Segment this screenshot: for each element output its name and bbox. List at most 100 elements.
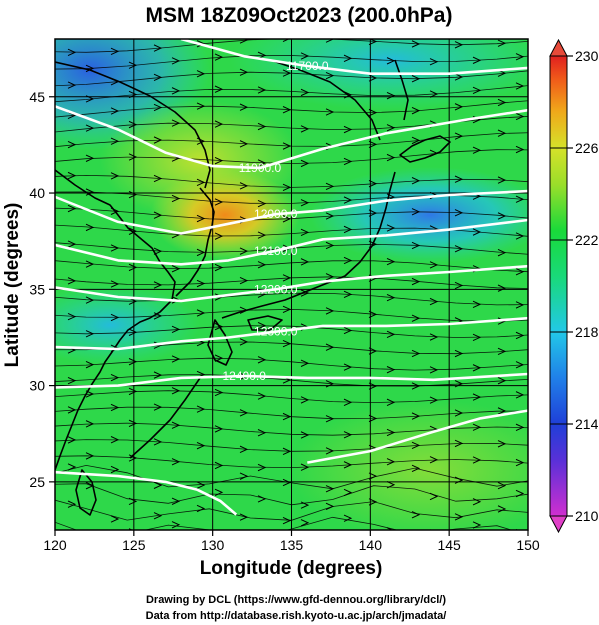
contour-line (55, 105, 528, 170)
streamline-arrow (429, 261, 439, 269)
streamline-arrow (497, 249, 507, 257)
streamline-arrow (515, 489, 525, 498)
streamline-arrow (214, 157, 224, 165)
streamline-arrow (515, 268, 525, 276)
streamline-arrow (128, 153, 138, 161)
streamline-arrow (282, 183, 292, 191)
streamline-arrow (454, 380, 464, 388)
streamline-arrow (257, 51, 267, 59)
streamline-arrow (429, 333, 439, 341)
streamline-arrow (85, 330, 95, 338)
streamline-arrow (128, 190, 138, 199)
streamline (55, 292, 528, 306)
streamline-arrow (325, 212, 335, 220)
contour-label: 12200.0 (254, 282, 298, 296)
streamline-arrow (411, 75, 421, 83)
streamline-arrow (85, 223, 95, 232)
streamline-arrow (325, 108, 335, 116)
contour-line (55, 218, 528, 266)
streamline-arrow (171, 421, 181, 429)
contour-line (180, 39, 528, 75)
streamline-arrow (300, 289, 310, 297)
coastline-kyushu (207, 319, 233, 366)
streamline-arrow (386, 153, 396, 162)
streamline-arrow (85, 95, 95, 103)
streamline-arrow (454, 245, 464, 253)
streamline-arrow (472, 521, 482, 529)
streamline-arrow (110, 515, 120, 523)
contour-line (307, 409, 528, 464)
streamline-arrow (110, 137, 120, 145)
streamline-arrow (386, 224, 396, 232)
y-tick-label: 40 (29, 185, 45, 201)
streamline-arrow (411, 277, 421, 286)
contour-line (55, 189, 528, 235)
colorbar-tick-label: 226 (575, 140, 599, 156)
streamline-arrow (368, 472, 378, 480)
streamline-arrow (282, 447, 292, 455)
streamline-arrow (67, 171, 77, 180)
streamline-arrow (411, 177, 421, 185)
streamline-arrow (386, 257, 396, 266)
streamline-arrow (257, 429, 267, 437)
streamline-arrow (368, 140, 378, 149)
coastline-manchuria (55, 61, 211, 189)
streamline-arrow (128, 61, 138, 69)
streamline-arrow (325, 71, 335, 80)
x-tick-label: 125 (122, 537, 146, 553)
streamline-arrow (196, 309, 206, 317)
streamline-arrow (282, 478, 292, 487)
streamline-arrow (153, 403, 163, 411)
streamline-arrow (343, 125, 353, 134)
streamline-arrow (300, 501, 310, 509)
streamline-arrow (257, 86, 267, 94)
contour-label: 11700.0 (286, 59, 329, 73)
streamline (55, 39, 528, 53)
streamline (55, 325, 528, 338)
streamline-arrow (239, 338, 249, 346)
streamline-arrow (282, 69, 292, 77)
streamline (55, 85, 528, 103)
streamline-arrow (368, 209, 378, 217)
streamline-arrow (386, 293, 396, 302)
streamline-arrow (153, 371, 163, 379)
streamline-arrow (429, 58, 439, 66)
streamline-arrow (411, 382, 421, 390)
streamline-arrow (386, 57, 396, 65)
streamline-arrow (368, 74, 378, 82)
streamline-arrow (86, 532, 93, 538)
x-tick-label: 145 (437, 537, 461, 553)
streamline-arrow (239, 276, 249, 285)
streamline-arrow (411, 441, 421, 450)
streamline-arrow (411, 349, 421, 358)
streamline-arrow (171, 57, 181, 65)
streamline-arrow (258, 534, 265, 540)
streamline (55, 439, 528, 452)
streamline-arrow (300, 88, 310, 97)
y-axis: 25 30 35 40 45 (29, 89, 55, 490)
streamline-arrow (386, 330, 396, 339)
streamline-arrow (325, 380, 335, 388)
streamline-arrow (429, 456, 439, 464)
streamline-arrow (85, 361, 95, 369)
streamline (55, 276, 528, 289)
streamline (55, 132, 528, 148)
streamline-arrow (153, 73, 163, 82)
streamline-arrow (497, 212, 507, 220)
streamline-arrow (386, 124, 396, 132)
streamline-arrow (454, 476, 464, 484)
streamline-arrow (386, 366, 396, 374)
streamline-arrow (196, 70, 206, 78)
streamline-arrow (454, 281, 464, 290)
streamline-arrow (239, 445, 249, 453)
streamline-arrow (343, 225, 353, 234)
streamline-arrow (515, 423, 525, 431)
streamline-arrow (300, 396, 310, 404)
streamline-arrow (472, 423, 482, 431)
streamline-arrow (85, 124, 95, 132)
streamline-arrow (257, 199, 267, 208)
streamline-arrow (411, 464, 421, 473)
streamline-arrow (67, 240, 77, 248)
streamline-arrow (196, 481, 206, 489)
streamline-arrow (171, 119, 181, 127)
